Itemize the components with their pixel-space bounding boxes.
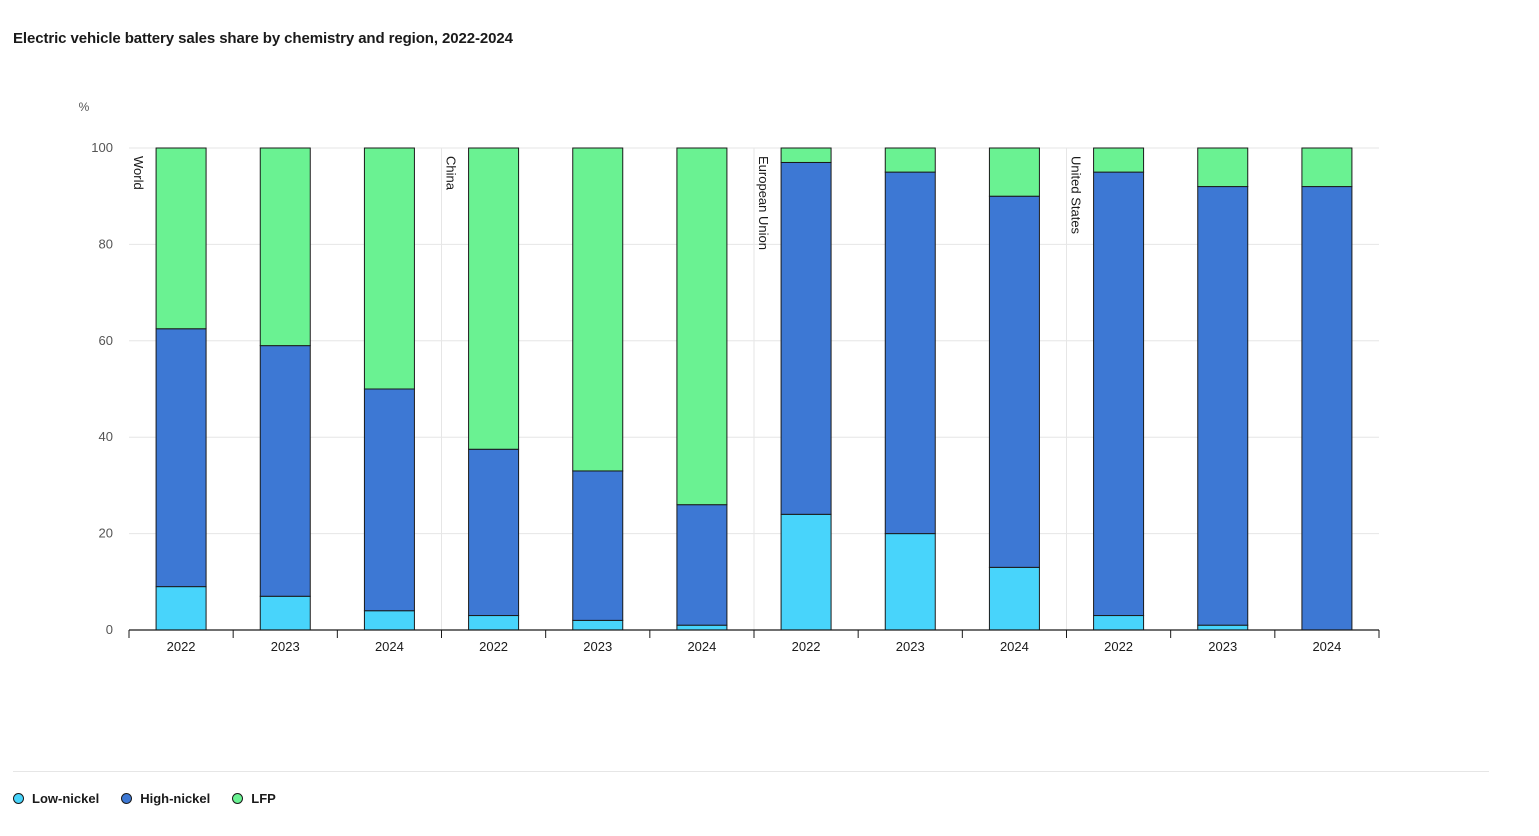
bar-high-nickel xyxy=(259,345,311,597)
bar-low-nickel xyxy=(780,513,832,631)
bar-lfp xyxy=(259,147,311,347)
bar-high-nickel xyxy=(572,470,624,621)
x-tick-label: 2022 xyxy=(792,639,821,654)
legend-label-high-nickel: High-nickel xyxy=(140,791,211,806)
legend-item-lfp[interactable]: LFP xyxy=(232,791,276,806)
bar-lfp xyxy=(155,147,207,330)
bar-lfp xyxy=(363,147,415,390)
bar-high-nickel xyxy=(676,504,728,626)
x-tick-label: 2023 xyxy=(271,639,300,654)
x-tick-label: 2022 xyxy=(479,639,508,654)
y-tick-label: 100 xyxy=(91,140,113,155)
legend: Low-nickel High-nickel LFP xyxy=(13,791,276,806)
bar-low-nickel xyxy=(884,533,936,631)
group-label: China xyxy=(444,156,459,191)
legend-item-high-nickel[interactable]: High-nickel xyxy=(121,791,210,806)
group-label: European Union xyxy=(756,156,771,250)
bar-lfp xyxy=(1301,147,1353,188)
bar-low-nickel xyxy=(155,586,207,631)
bar-lfp xyxy=(1197,147,1249,188)
bar-high-nickel xyxy=(1197,186,1249,626)
bar-low-nickel xyxy=(1197,624,1249,631)
bar-low-nickel xyxy=(676,624,728,631)
x-tick-label: 2022 xyxy=(1104,639,1133,654)
bar-low-nickel xyxy=(363,610,415,631)
y-tick-label: 20 xyxy=(99,526,113,541)
legend-label-lfp: LFP xyxy=(251,791,276,806)
y-tick-label: 40 xyxy=(99,429,113,444)
stacked-bar-chart: 0 20 40 60 80 100% 2022 2023 2024 2022 2023 2024 202… xyxy=(79,100,1380,654)
bar-high-nickel xyxy=(988,195,1040,568)
y-tick-label: 0 xyxy=(106,622,113,637)
x-tick-label: 2023 xyxy=(896,639,925,654)
legend-item-low-nickel[interactable]: Low-nickel xyxy=(13,791,99,806)
group-label: United States xyxy=(1069,156,1084,235)
bar-high-nickel xyxy=(1093,171,1145,617)
bar-low-nickel xyxy=(259,595,311,631)
x-tick-label: 2024 xyxy=(687,639,716,654)
bar-lfp xyxy=(780,147,832,163)
chart-title: Electric vehicle battery sales share by … xyxy=(13,30,513,47)
legend-swatch-high-nickel xyxy=(121,793,133,804)
group-label: World xyxy=(131,156,146,190)
bar-low-nickel xyxy=(988,566,1040,631)
bar-high-nickel xyxy=(780,161,832,515)
y-tick-label: 80 xyxy=(99,236,113,251)
bar-high-nickel xyxy=(1301,186,1353,631)
x-tick-label: 2024 xyxy=(1312,639,1341,654)
x-tick-label: 2024 xyxy=(1000,639,1029,654)
bar-high-nickel xyxy=(468,448,520,617)
bar-high-nickel xyxy=(884,171,936,535)
bar-low-nickel xyxy=(468,615,520,631)
bar-high-nickel xyxy=(363,388,415,612)
legend-swatch-lfp xyxy=(232,793,244,804)
x-tick-label: 2024 xyxy=(375,639,404,654)
bar-lfp xyxy=(988,147,1040,197)
x-tick-label: 2022 xyxy=(167,639,196,654)
bar-low-nickel xyxy=(1093,615,1145,631)
x-tick-label: 2023 xyxy=(1208,639,1237,654)
bar-lfp xyxy=(1093,147,1145,173)
y-axis-label: % xyxy=(79,100,90,114)
bar-high-nickel xyxy=(155,328,207,588)
bar-lfp xyxy=(468,147,520,450)
bar-low-nickel xyxy=(572,619,624,631)
legend-label-low-nickel: Low-nickel xyxy=(32,791,100,806)
legend-divider xyxy=(13,771,1489,772)
bar-lfp xyxy=(572,147,624,472)
bar-lfp xyxy=(884,147,936,173)
x-tick-label: 2023 xyxy=(583,639,612,654)
legend-swatch-low-nickel xyxy=(13,793,24,804)
y-tick-label: 60 xyxy=(99,333,113,348)
bar-lfp xyxy=(676,147,728,506)
